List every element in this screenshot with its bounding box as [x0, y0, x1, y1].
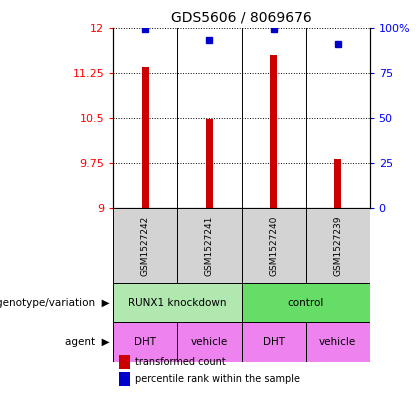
Text: RUNX1 knockdown: RUNX1 knockdown [128, 298, 227, 308]
Bar [306, 208, 370, 283]
Bar [334, 159, 341, 208]
Text: GSM1527240: GSM1527240 [269, 215, 278, 276]
Bar [241, 283, 370, 322]
Text: genotype/variation  ▶: genotype/variation ▶ [0, 298, 109, 308]
Text: percentile rank within the sample: percentile rank within the sample [135, 374, 300, 384]
Bar [142, 67, 149, 208]
Text: GSM1527239: GSM1527239 [333, 215, 342, 276]
Bar [241, 208, 306, 283]
Bar [118, 355, 130, 369]
Text: agent  ▶: agent ▶ [65, 337, 109, 347]
Bar [118, 372, 130, 386]
Text: vehicle: vehicle [319, 337, 356, 347]
Bar [113, 208, 178, 283]
Bar [178, 322, 242, 362]
Text: DHT: DHT [262, 337, 284, 347]
Text: GSM1527241: GSM1527241 [205, 215, 214, 276]
Bar [270, 55, 277, 208]
Bar [241, 322, 306, 362]
Text: vehicle: vehicle [191, 337, 228, 347]
Text: DHT: DHT [134, 337, 156, 347]
Text: control: control [287, 298, 324, 308]
Bar [113, 283, 241, 322]
Bar [306, 322, 370, 362]
Bar [206, 119, 213, 208]
Title: GDS5606 / 8069676: GDS5606 / 8069676 [171, 11, 312, 25]
Bar [113, 322, 178, 362]
Text: transformed count: transformed count [135, 356, 226, 367]
Text: GSM1527242: GSM1527242 [141, 215, 150, 276]
Bar [178, 208, 242, 283]
